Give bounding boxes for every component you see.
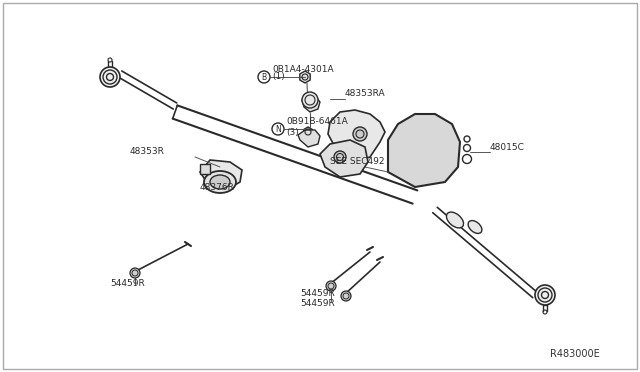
Text: 48353R: 48353R xyxy=(130,148,165,157)
Text: 54459R: 54459R xyxy=(110,279,145,289)
Circle shape xyxy=(353,127,367,141)
Text: 48015C: 48015C xyxy=(490,142,525,151)
Circle shape xyxy=(130,268,140,278)
Polygon shape xyxy=(200,160,242,189)
Polygon shape xyxy=(302,96,320,112)
Text: 54459R: 54459R xyxy=(300,299,335,308)
Polygon shape xyxy=(303,127,312,137)
Text: (3): (3) xyxy=(286,128,299,137)
Text: 48353RA: 48353RA xyxy=(345,90,386,99)
Circle shape xyxy=(302,92,318,108)
Text: 54459R: 54459R xyxy=(300,289,335,298)
Circle shape xyxy=(341,291,351,301)
Text: N: N xyxy=(275,125,281,134)
Bar xyxy=(200,164,210,174)
Ellipse shape xyxy=(210,175,230,189)
Ellipse shape xyxy=(447,212,463,228)
Text: 48376R: 48376R xyxy=(200,183,235,192)
Text: SEE SEC492: SEE SEC492 xyxy=(330,157,385,167)
Text: 0B91B-6461A: 0B91B-6461A xyxy=(286,118,348,126)
Text: (1): (1) xyxy=(272,73,285,81)
Ellipse shape xyxy=(468,221,482,234)
Text: R483000E: R483000E xyxy=(550,349,600,359)
Circle shape xyxy=(326,281,336,291)
Circle shape xyxy=(535,285,555,305)
Polygon shape xyxy=(320,140,368,177)
Polygon shape xyxy=(388,114,460,187)
Text: 0B1A4-4301A: 0B1A4-4301A xyxy=(272,64,333,74)
Circle shape xyxy=(202,166,209,173)
Circle shape xyxy=(334,151,346,163)
Ellipse shape xyxy=(204,171,236,193)
Polygon shape xyxy=(298,130,320,147)
Polygon shape xyxy=(300,71,310,83)
Polygon shape xyxy=(328,110,385,162)
Circle shape xyxy=(100,67,120,87)
Text: B: B xyxy=(261,73,267,81)
